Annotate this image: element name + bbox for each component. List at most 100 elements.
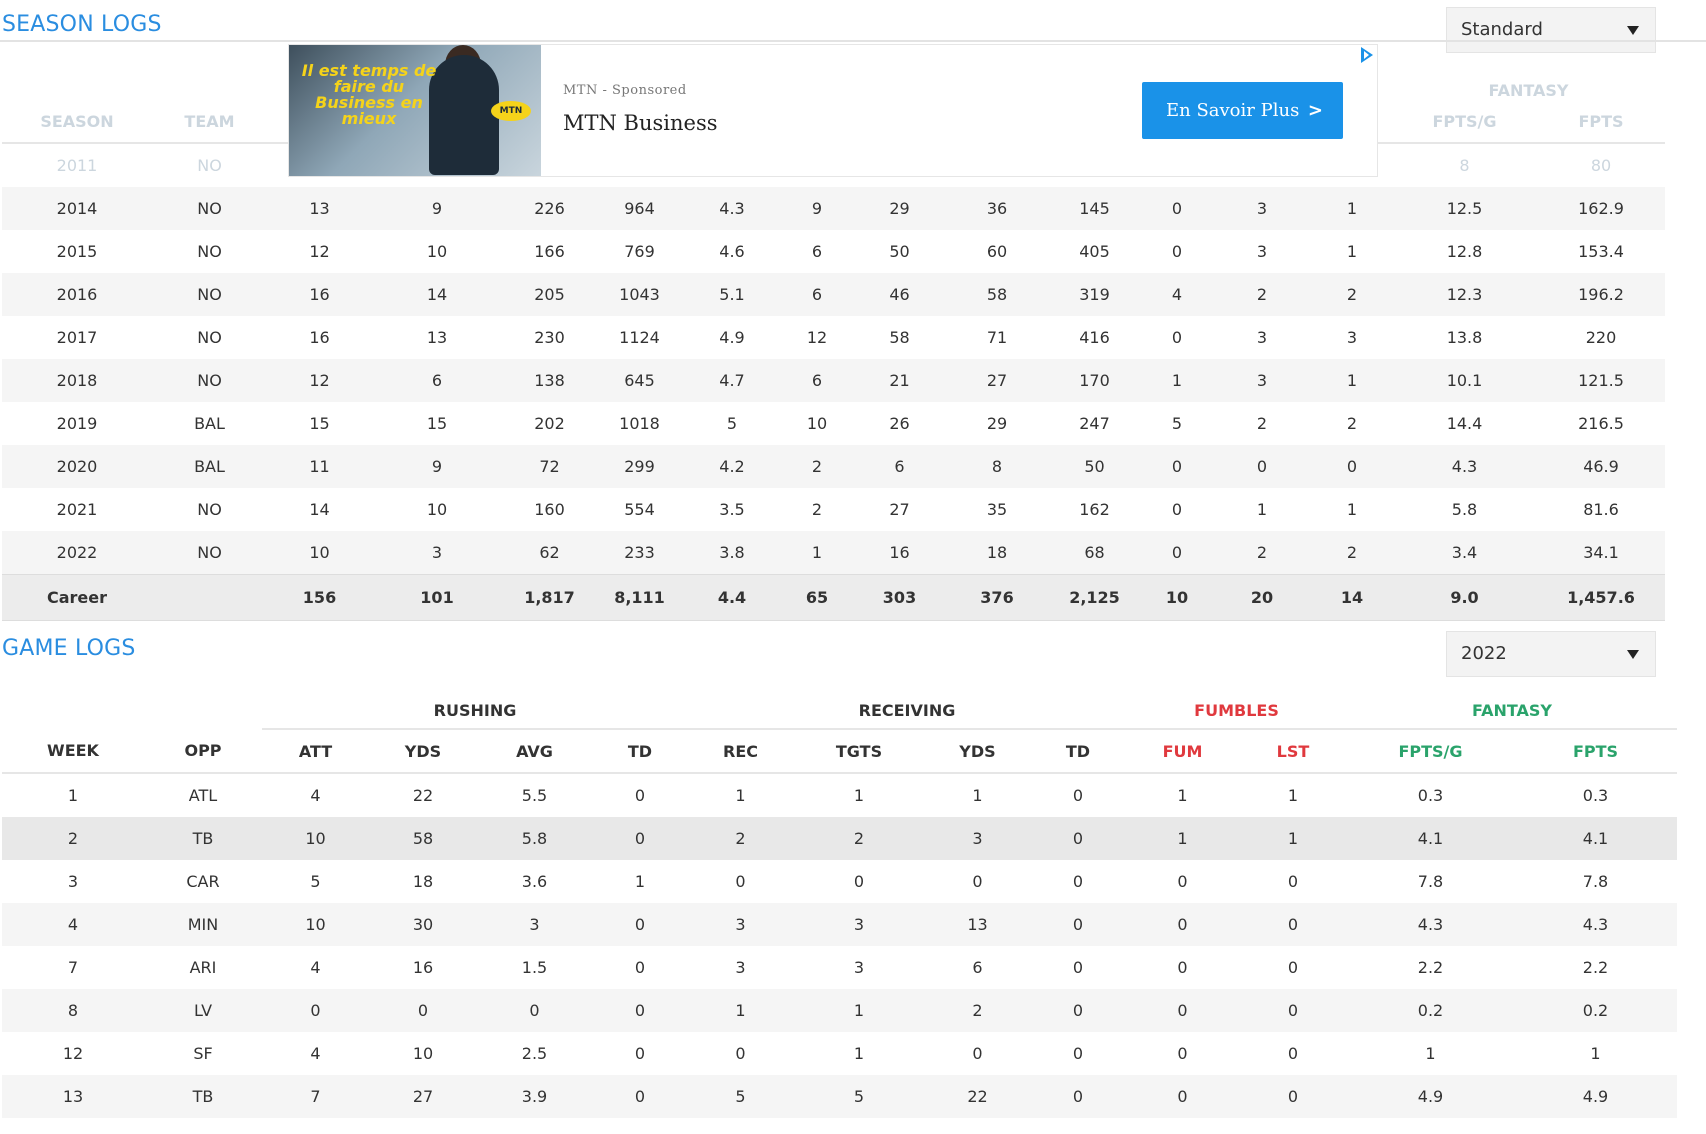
- cell: 9: [782, 187, 852, 230]
- cell: 12: [267, 359, 372, 402]
- cell: 5.5: [521, 786, 548, 805]
- cell: 36: [947, 187, 1047, 230]
- cell: 1: [972, 786, 983, 805]
- col-yds[interactable]: YDS: [925, 729, 1030, 774]
- cell: NO: [152, 359, 267, 402]
- cell: 101: [372, 574, 502, 621]
- cell: 405: [1079, 242, 1110, 261]
- cell: 162: [1079, 500, 1110, 519]
- cell: 2: [2, 817, 144, 860]
- cell: 27: [369, 1075, 477, 1118]
- table-row: 4 MIN 10 30 3 0 3 3 13 0 0 0 4.3 4.3: [2, 903, 1677, 946]
- cell: 1: [1346, 242, 1358, 261]
- sponsored-ad[interactable]: Il est temps de faire du Business en mie…: [288, 44, 1378, 177]
- cell: 5: [726, 414, 738, 433]
- ad-sponsor-label: MTN - Sponsored: [563, 83, 687, 98]
- cell: 15: [309, 414, 330, 433]
- cell: [152, 574, 267, 621]
- cell: 1: [1239, 817, 1347, 860]
- cell: 4.3: [1514, 903, 1677, 946]
- cell: 3.8: [682, 531, 782, 575]
- cell: 2.2: [1582, 958, 1609, 977]
- cell: 0: [1126, 1075, 1239, 1118]
- cell: Career: [2, 574, 152, 621]
- col-att[interactable]: ATT: [262, 729, 369, 774]
- cell: 4.3: [1347, 903, 1514, 946]
- cell: 0: [735, 1044, 746, 1063]
- col-lst[interactable]: LST: [1239, 729, 1347, 774]
- cell: 1: [1177, 786, 1188, 805]
- cell: 0: [1287, 958, 1299, 977]
- cell: 0: [1171, 500, 1183, 519]
- receiving-group: RECEIVING: [688, 680, 1126, 730]
- cell: 319: [1047, 273, 1142, 316]
- cell: 11: [267, 445, 372, 488]
- col-fpts[interactable]: FPTS: [1514, 729, 1677, 774]
- cell: 5: [793, 1075, 925, 1118]
- cell: 2: [1346, 414, 1358, 433]
- cell: 7: [67, 958, 79, 977]
- col-fum[interactable]: FUM: [1126, 729, 1239, 774]
- cell: 22: [412, 786, 434, 805]
- cell: 4.1: [1347, 817, 1514, 860]
- season-fantasy-group: FANTASY: [1488, 81, 1569, 100]
- cell: 0: [1126, 903, 1239, 946]
- cell: 2: [1256, 414, 1268, 433]
- cell: 247: [1079, 414, 1110, 433]
- cell: 220: [1585, 328, 1617, 347]
- cell: 3: [1212, 187, 1312, 230]
- cell: 7.8: [1417, 872, 1444, 891]
- col-td[interactable]: TD: [592, 729, 688, 774]
- cell: 10: [426, 242, 448, 261]
- cell: 2014: [2, 187, 152, 230]
- cell: 12: [806, 328, 828, 347]
- cell: 3: [735, 958, 746, 977]
- cell: 46: [852, 273, 947, 316]
- cell: 0: [972, 1044, 983, 1063]
- cell: 8,111: [597, 574, 682, 621]
- ad-advertiser-name[interactable]: MTN Business: [563, 111, 718, 135]
- cell: 0: [1142, 531, 1212, 575]
- ad-cta-button[interactable]: En Savoir Plus >: [1142, 82, 1343, 139]
- cell: 3: [372, 531, 502, 575]
- cell: 46.9: [1537, 445, 1665, 488]
- col-fpts-per-game: FPTS/G: [1392, 100, 1537, 144]
- cell: 964: [597, 187, 682, 230]
- adchoices-icon[interactable]: [1361, 47, 1373, 63]
- col-avg[interactable]: AVG: [477, 729, 592, 774]
- cell: 12: [62, 1044, 84, 1063]
- cell: 1: [793, 989, 925, 1032]
- cell: 0: [1287, 872, 1299, 891]
- cell: 2: [925, 989, 1030, 1032]
- cell: 2: [782, 445, 852, 488]
- cell: 2019: [56, 414, 98, 433]
- col-week[interactable]: WEEK: [2, 729, 144, 774]
- col-fpts-g[interactable]: FPTS/G: [1347, 729, 1514, 774]
- cell: 121.5: [1537, 359, 1665, 402]
- section-divider: [0, 40, 1706, 42]
- cell: 9: [372, 187, 502, 230]
- cell: 226: [502, 187, 597, 230]
- cell: 3.6: [521, 872, 548, 891]
- col-rec[interactable]: REC: [688, 729, 793, 774]
- cell: 0: [1072, 1044, 1084, 1063]
- table-row: 7 ARI 4 16 1.5 0 3 3 6 0 0 0 2.2 2.2: [2, 946, 1677, 989]
- cell: 2021: [56, 500, 98, 519]
- cell: 14: [309, 500, 330, 519]
- game-year-select[interactable]: 2022: [1446, 631, 1656, 677]
- col-td[interactable]: TD: [1030, 729, 1126, 774]
- ad-image[interactable]: Il est temps de faire du Business en mie…: [289, 45, 541, 176]
- cell: 6: [372, 359, 502, 402]
- cell: 6: [852, 445, 947, 488]
- col-tgts[interactable]: TGTS: [793, 729, 925, 774]
- cell: 9.0: [1392, 574, 1537, 621]
- game-logs-title: GAME LOGS: [2, 636, 136, 661]
- cell: 0: [1177, 872, 1188, 891]
- cell: 0.3: [1417, 786, 1444, 805]
- cell: 153.4: [1578, 242, 1624, 261]
- cell: 18: [947, 531, 1047, 575]
- col-yds[interactable]: YDS: [369, 729, 477, 774]
- season-scoring-select[interactable]: Standard: [1446, 7, 1656, 53]
- col-opp[interactable]: OPP: [144, 729, 262, 774]
- cell: 2: [793, 817, 925, 860]
